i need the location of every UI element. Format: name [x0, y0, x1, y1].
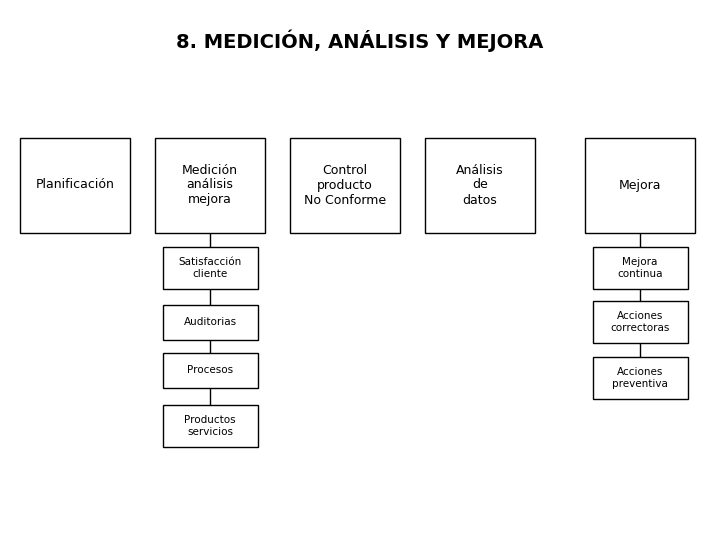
FancyBboxPatch shape: [20, 138, 130, 233]
Text: Productos
servicios: Productos servicios: [184, 415, 236, 437]
Text: Planificación: Planificación: [35, 179, 114, 192]
FancyBboxPatch shape: [593, 357, 688, 399]
FancyBboxPatch shape: [155, 138, 265, 233]
Text: Medición
análisis
mejora: Medición análisis mejora: [182, 164, 238, 206]
FancyBboxPatch shape: [163, 353, 258, 388]
FancyBboxPatch shape: [593, 247, 688, 289]
Text: Acciones
preventiva: Acciones preventiva: [612, 367, 668, 389]
FancyBboxPatch shape: [593, 301, 688, 343]
Text: Procesos: Procesos: [187, 365, 233, 375]
FancyBboxPatch shape: [163, 405, 258, 447]
Text: Mejora: Mejora: [618, 179, 661, 192]
Text: Acciones
correctoras: Acciones correctoras: [611, 311, 670, 333]
FancyBboxPatch shape: [163, 247, 258, 289]
Text: Mejora
continua: Mejora continua: [617, 257, 662, 279]
FancyBboxPatch shape: [163, 305, 258, 340]
FancyBboxPatch shape: [585, 138, 695, 233]
Text: Satisfacción
cliente: Satisfacción cliente: [179, 257, 242, 279]
FancyBboxPatch shape: [290, 138, 400, 233]
Text: Auditorias: Auditorias: [184, 317, 237, 327]
Text: Control
producto
No Conforme: Control producto No Conforme: [304, 164, 386, 206]
FancyBboxPatch shape: [425, 138, 535, 233]
Text: Análisis
de
datos: Análisis de datos: [456, 164, 504, 206]
Text: 8. MEDICIÓN, ANÁLISIS Y MEJORA: 8. MEDICIÓN, ANÁLISIS Y MEJORA: [176, 30, 544, 52]
